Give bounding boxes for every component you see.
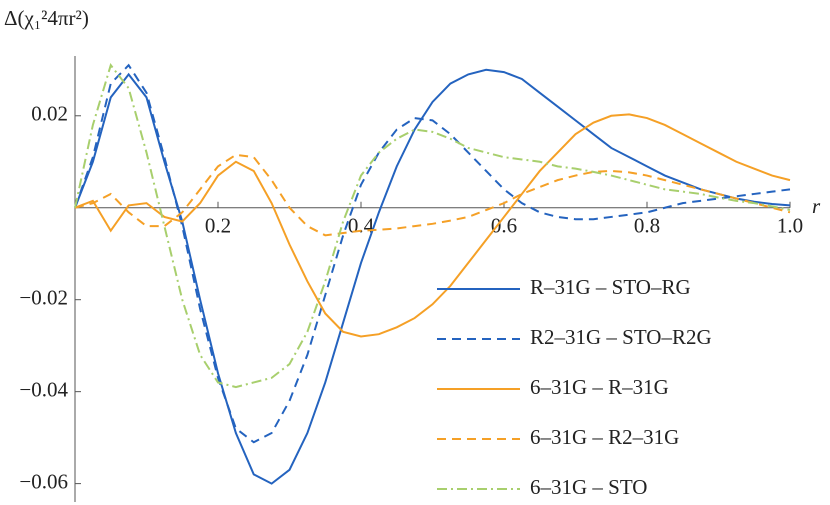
data-line bbox=[74, 68, 791, 485]
data-line bbox=[74, 63, 791, 444]
x-tick-label: 0.4 bbox=[348, 214, 375, 238]
data-line bbox=[74, 153, 791, 237]
legend-label: 6–31G – STO bbox=[530, 475, 647, 499]
legend-label: R2–31G – STO–R2G bbox=[530, 325, 712, 349]
x-tick-label: 0.8 bbox=[634, 214, 660, 238]
y-tick-label: −0.02 bbox=[19, 286, 68, 310]
x-axis-label: r bbox=[812, 194, 821, 218]
y-axis-label: Δ(χ₁²4πr²) bbox=[4, 6, 89, 30]
y-tick-label: 0.02 bbox=[31, 102, 68, 126]
data-line bbox=[74, 113, 791, 338]
legend-label: 6–31G – R2–31G bbox=[530, 425, 679, 449]
legend-label: 6–31G – R–31G bbox=[530, 375, 669, 399]
x-tick-label: 0.2 bbox=[205, 214, 231, 238]
legend-label: R–31G – STO–RG bbox=[530, 275, 691, 299]
x-tick-label: 1.0 bbox=[777, 214, 803, 238]
y-tick-label: −0.06 bbox=[19, 469, 68, 493]
data-line bbox=[74, 63, 791, 389]
y-tick-label: −0.04 bbox=[19, 377, 68, 401]
